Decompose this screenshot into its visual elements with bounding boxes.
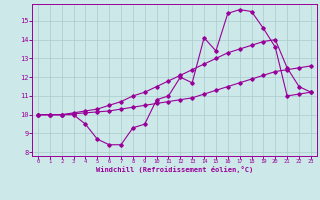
X-axis label: Windchill (Refroidissement éolien,°C): Windchill (Refroidissement éolien,°C) [96, 166, 253, 173]
